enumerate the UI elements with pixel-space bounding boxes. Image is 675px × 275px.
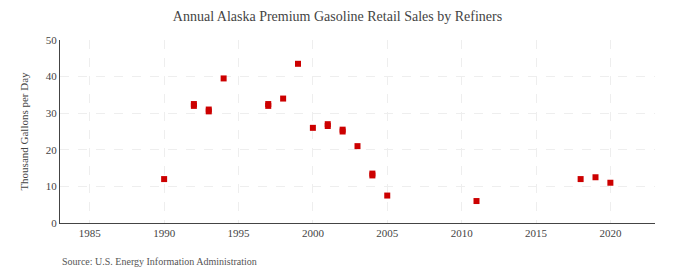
svg-text:Thousand Gallons per Day: Thousand Gallons per Day [18,72,30,191]
svg-text:10: 10 [46,180,58,192]
svg-text:Annual Alaska Premium Gasoline: Annual Alaska Premium Gasoline Retail Sa… [173,9,502,24]
svg-text:2000: 2000 [302,227,325,239]
svg-text:2005: 2005 [376,227,399,239]
svg-text:1990: 1990 [153,227,176,239]
svg-text:1985: 1985 [79,227,102,239]
svg-text:50: 50 [46,34,58,46]
svg-text:1995: 1995 [228,227,251,239]
svg-text:0: 0 [51,217,57,229]
svg-text:20: 20 [46,144,58,156]
svg-text:2020: 2020 [599,227,622,239]
svg-text:40: 40 [46,70,58,82]
svg-text:2015: 2015 [525,227,548,239]
svg-text:Source: U.S. Energy Informatio: Source: U.S. Energy Information Administ… [62,256,257,267]
svg-text:2010: 2010 [451,227,474,239]
svg-text:30: 30 [46,107,58,119]
